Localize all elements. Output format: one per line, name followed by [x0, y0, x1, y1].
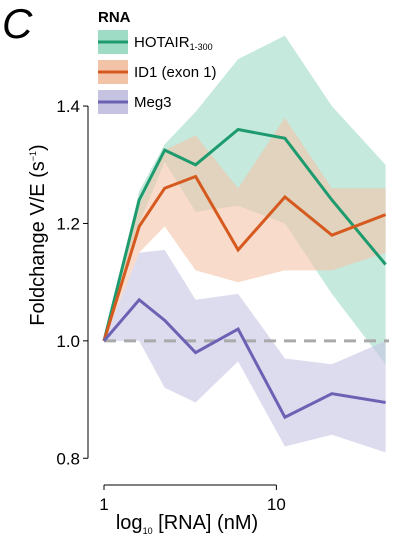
panel-label: C [2, 0, 33, 47]
x-axis-title-prefix: log [116, 512, 143, 534]
series-lines [102, 127, 387, 420]
x-axis-title-rest: [RNA] (nM) [153, 512, 259, 534]
y-tick-label: 1.2 [56, 214, 80, 233]
y-tick-label: 1.4 [56, 97, 80, 116]
y-axis: 0.8 1.0 1.2 1.4 [56, 97, 89, 468]
y-tick-label: 0.8 [56, 449, 80, 468]
y-axis-title-close: ) [27, 144, 49, 151]
legend-label: ID1 (exon 1) [134, 64, 217, 81]
x-axis-title-subscript: 10 [143, 526, 153, 536]
x-tick-label: 1 [99, 495, 108, 514]
legend-label: Meg3 [134, 94, 172, 111]
y-axis-title-superscript: −1 [28, 151, 38, 161]
x-tick-label: 10 [267, 495, 286, 514]
y-axis-title-main: Foldchange V/E (s [27, 161, 49, 326]
y-tick-label: 1.0 [56, 332, 80, 351]
x-axis-title: log10 [RNA] (nM) [116, 512, 258, 536]
legend: RNA HOTAIR1-300 ID1 (exon 1) Meg3 [98, 9, 217, 114]
series-line-1 [102, 174, 387, 342]
x-axis: 1 10 [99, 484, 286, 514]
y-axis-title: Foldchange V/E (s−1) [27, 144, 49, 325]
confidence-band-1 [104, 117, 386, 341]
series-line-0 [102, 127, 387, 342]
legend-title: RNA [98, 9, 131, 26]
series-line-2 [102, 297, 386, 420]
legend-label: HOTAIR1-300 [134, 34, 213, 52]
